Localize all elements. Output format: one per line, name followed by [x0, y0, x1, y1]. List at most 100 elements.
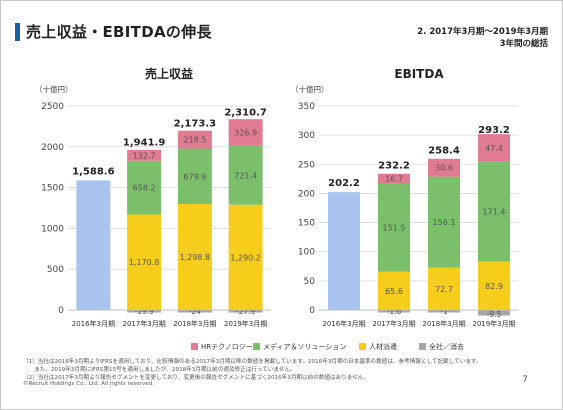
ebitda-ytick-label: 100: [298, 248, 315, 258]
ebitda-xtick-label: 2018年3月期: [422, 319, 465, 328]
ebitda-label-staff: 82.9: [485, 282, 503, 291]
revenue-bar-elim: [228, 310, 263, 313]
ebitda-xtick-label: 2017年3月期: [372, 319, 415, 328]
ebitda-label-hr: 47.4: [485, 144, 503, 153]
legend-label-elim: 全社／消去: [429, 343, 464, 351]
ebitda-ytick-label: 200: [298, 189, 315, 199]
revenue-label-staff: 1,290.2: [230, 253, 261, 262]
revenue-unit-label: （十億円）: [35, 84, 73, 94]
ebitda-bar-ms: [478, 161, 510, 262]
revenue-label-elim: -19.9: [134, 307, 154, 316]
ebitda-label-hr: 16.7: [385, 175, 403, 184]
ebitda-ytick-label: 50: [304, 277, 316, 287]
revenue-label-staff: 1,170.8: [129, 258, 160, 267]
revenue-bar-staff: [177, 204, 212, 310]
legend-label-ms: メディア＆ソリューション: [263, 343, 347, 351]
page-number: 7: [522, 375, 528, 385]
legend-label-hr: HRテクノロジー: [201, 343, 253, 351]
ebitda-label-hr: 30.6: [435, 164, 453, 173]
revenue-label-ms: 658.2: [133, 184, 156, 193]
ebitda-label-staff: 65.6: [385, 287, 403, 296]
revenue-label-ms: 679.9: [183, 172, 206, 181]
ebitda-label-total: 232.2: [378, 161, 410, 172]
ebitda-label-total: 258.4: [428, 145, 460, 156]
slide-title: 売上収益・EBITDAの伸長: [26, 23, 212, 41]
ebitda-bar-hr: [378, 173, 410, 184]
legend-item-ms: メディア＆ソリューション: [253, 342, 346, 352]
revenue-bar-elim: [177, 310, 212, 313]
ebitda-label-ms: 156.1: [433, 218, 456, 227]
revenue-bar-ms: [177, 148, 212, 205]
ebitda-chart: EBITDA （十億円） 0 50 100 150 200 250 300 350 202.2 201…: [291, 67, 519, 328]
ebitda-label-ms: 151.5: [383, 224, 406, 233]
revenue-label-elim: -27.9: [236, 307, 256, 316]
ebitda-ytick-label: 350: [298, 102, 315, 112]
footnote-1: （1）当社は2018年3月期よりIFRSを適用しており、比較情報のある2017年…: [23, 359, 482, 365]
legend-item-staffing: 人材派遣: [359, 342, 397, 352]
ebitda-bar-total-2016: [328, 192, 360, 310]
revenue-label-total: 2,310.7: [224, 107, 266, 118]
ebitda-bar-ms: [378, 183, 410, 272]
legend-label-staffing: 人材派遣: [369, 343, 397, 351]
legend-swatch-ms: [253, 343, 260, 350]
ebitda-label-staff: 72.7: [435, 285, 453, 294]
revenue-bar-hr: [228, 119, 263, 146]
ebitda-label-total: 202.2: [328, 178, 360, 189]
ebitda-bar-ms: [428, 176, 460, 268]
slide-subtitle-period: 2. 2017年3月期～2019年3月期: [417, 27, 548, 37]
ebitda-label-elim: -1: [440, 307, 448, 316]
ebitda-ytick-label: 150: [298, 219, 315, 229]
ebitda-label-total: 293.2: [478, 125, 510, 136]
copyright: ©Recruit Holdings Co., Ltd. All rights r…: [23, 381, 155, 387]
revenue-ytick-label: 1000: [41, 224, 64, 234]
revenue-ytick-label: 2000: [41, 143, 64, 153]
ebitda-ytick-label: 300: [298, 131, 315, 141]
revenue-chart: 売上収益 （十億円） 0 500 1000 1500 2000 2500 1,588.6 2016…: [35, 66, 271, 328]
revenue-bar-ms: [127, 160, 162, 215]
ebitda-bar-hr: [478, 134, 510, 162]
footnote-2: （2）当社は2017年3月期より報告セグメントを変更しており、変更後の報告セグメ…: [23, 375, 369, 381]
revenue-bar-elim: [127, 310, 162, 313]
ebitda-bar-elim: [428, 310, 460, 313]
ebitda-bar-staff: [478, 261, 510, 310]
revenue-label-ms: 721.4: [234, 171, 257, 180]
revenue-xtick-label: 2016年3月期: [72, 319, 115, 328]
ebitda-bar-elim: [378, 310, 410, 313]
revenue-xtick-label: 2018年3月期: [173, 319, 216, 328]
ebitda-xtick-label: 2019年3月期: [472, 319, 515, 328]
ebitda-bar-staff: [428, 267, 460, 310]
revenue-bar-total-2016: [76, 180, 111, 310]
revenue-bar-hr: [127, 149, 162, 161]
revenue-label-hr: 218.5: [183, 136, 206, 145]
ebitda-bar-elim: [478, 310, 510, 316]
footnote-1b: また、2019年3月期にIFRS第15号を適用しましたが、2018年3月期以前の…: [23, 367, 296, 373]
ebitda-unit-label: （十億円）: [291, 84, 329, 94]
ebitda-label-elim: -1.6: [387, 307, 402, 316]
revenue-xtick-label: 2019年3月期: [224, 319, 267, 328]
revenue-xtick-label: 2017年3月期: [122, 319, 165, 328]
ebitda-ytick-label: 250: [298, 160, 315, 170]
revenue-bar-staff: [228, 204, 263, 310]
revenue-bar-hr: [177, 130, 212, 149]
revenue-ytick-label: 2500: [41, 102, 64, 112]
revenue-title: 売上収益: [145, 66, 193, 81]
slide-subtitle-summary: 3年間の総括: [499, 39, 548, 49]
ebitda-bar-staff: [378, 271, 410, 310]
ebitda-bar-hr: [428, 158, 460, 177]
revenue-label-total: 2,173.3: [174, 119, 216, 130]
revenue-bar-staff: [127, 214, 162, 310]
ebitda-xtick-label: 2016年3月期: [322, 319, 365, 328]
revenue-label-hr: 326.9: [234, 129, 257, 138]
revenue-ytick-label: 1500: [41, 184, 64, 194]
legend-item-elim: 全社／消去: [419, 342, 464, 352]
legend-swatch-hr: [191, 343, 198, 350]
revenue-label-total: 1,588.6: [72, 166, 114, 177]
ebitda-label-ms: 171.4: [483, 208, 506, 217]
ebitda-label-elim: -9.5: [487, 310, 502, 319]
revenue-ytick-label: 0: [58, 306, 64, 316]
legend-item-hr: HRテクノロジー: [191, 342, 253, 352]
revenue-bar-ms: [228, 145, 263, 205]
ebitda-ytick-label: 0: [309, 306, 315, 316]
revenue-label-hr: 132.7: [133, 151, 156, 160]
